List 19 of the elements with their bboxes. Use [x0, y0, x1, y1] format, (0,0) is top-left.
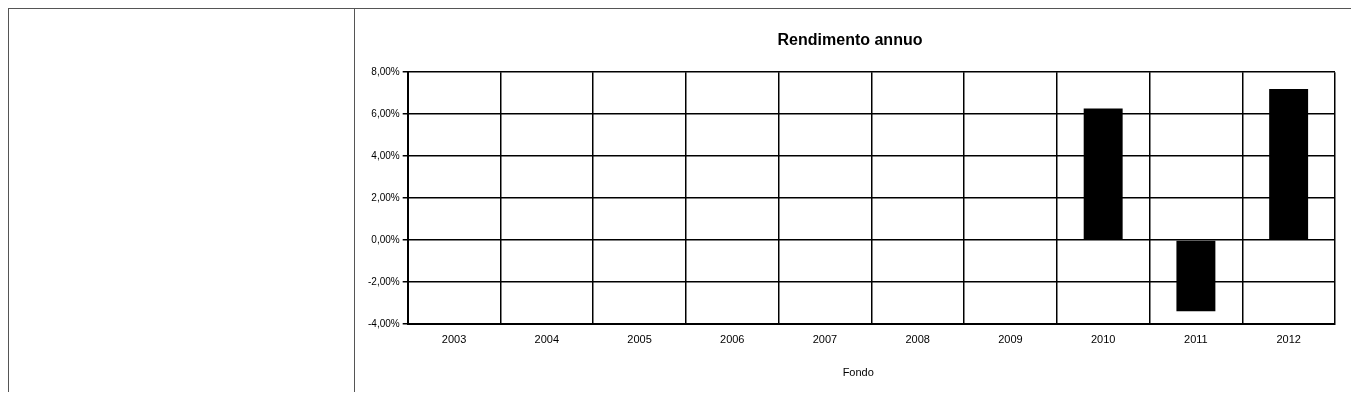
y-tick-label: 4,00%	[371, 149, 400, 161]
x-tick-label: 2007	[812, 333, 838, 346]
text: Fondo	[842, 365, 874, 378]
y-tick-label: 0,00%	[371, 233, 400, 245]
y-tick-label: 2,00%	[371, 191, 400, 203]
x-tick-label: 2010	[1090, 333, 1116, 346]
y-tick-label: 8,00%	[371, 65, 400, 77]
chart-title: Rendimento annuo	[777, 31, 923, 49]
x-tick-label: 2006	[720, 333, 745, 346]
x-tick-label: 2009	[998, 333, 1023, 346]
y-tick-label: 6,00%	[371, 107, 400, 119]
x-tick-label: 2003	[441, 333, 467, 346]
x-tick-label: 2012	[1276, 333, 1301, 346]
x-tick-label: 2008	[905, 333, 930, 346]
y-tick-label: -4,00%	[368, 317, 400, 329]
y-tick-label: -2,00%	[368, 275, 400, 287]
x-tick-label: 2004	[534, 333, 560, 346]
x-tick-label: 2005	[627, 333, 652, 346]
x-tick-label: 2011	[1184, 333, 1208, 346]
